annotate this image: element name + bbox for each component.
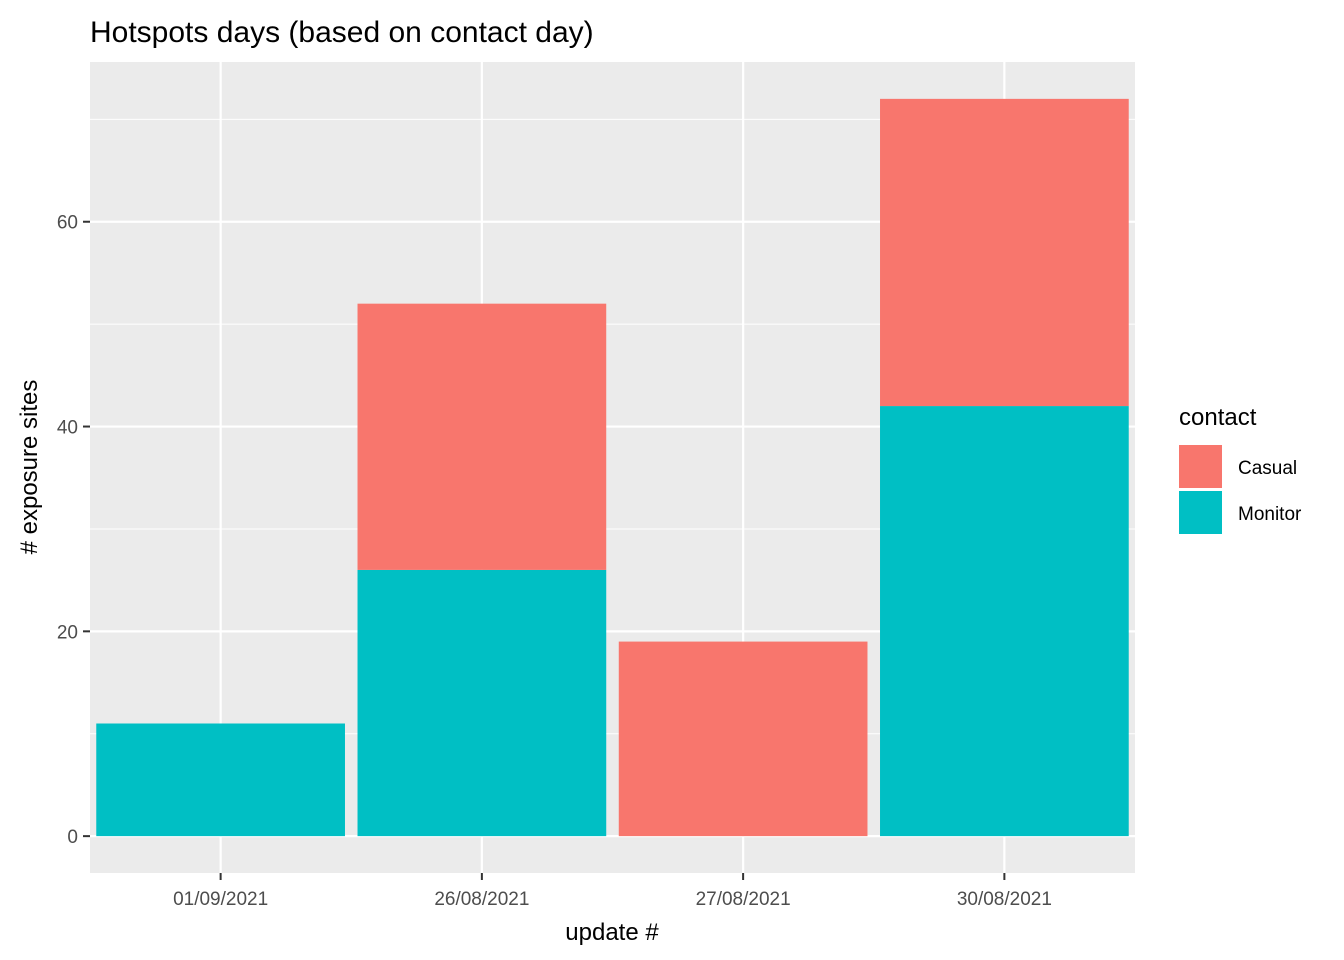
y-tick-label: 40 <box>57 418 78 439</box>
y-tick-label: 60 <box>57 213 78 234</box>
bar-monitor-1 <box>96 723 345 837</box>
y-axis-title: # exposure sites <box>16 380 43 555</box>
legend-key-monitor <box>1179 491 1222 534</box>
legend-label-monitor: Monitor <box>1238 504 1302 525</box>
legend-label-casual: Casual <box>1238 458 1297 479</box>
y-axis: 0 20 40 60 <box>57 213 90 848</box>
x-axis: 01/09/2021 26/08/2021 27/08/2021 30/08/2021 <box>173 873 1052 910</box>
x-tick-label: 26/08/2021 <box>434 889 529 910</box>
x-tick-label: 30/08/2021 <box>957 889 1052 910</box>
legend: contact Casual Monitor <box>1179 404 1302 534</box>
bar-casual-2 <box>357 303 607 570</box>
legend-key-casual <box>1179 445 1222 488</box>
legend-title: contact <box>1179 404 1257 431</box>
x-axis-title: update # <box>565 919 659 946</box>
chart-title: Hotspots days (based on contact day) <box>90 16 594 49</box>
bar-monitor-2 <box>357 569 607 837</box>
bar-casual-3 <box>618 641 868 837</box>
x-tick-label: 01/09/2021 <box>173 889 268 910</box>
bars <box>96 98 1129 837</box>
x-tick-label: 27/08/2021 <box>696 889 791 910</box>
bar-casual-4 <box>880 98 1129 407</box>
y-tick-label: 20 <box>57 622 78 643</box>
bar-monitor-4 <box>880 406 1129 837</box>
y-tick-label: 0 <box>67 827 78 848</box>
